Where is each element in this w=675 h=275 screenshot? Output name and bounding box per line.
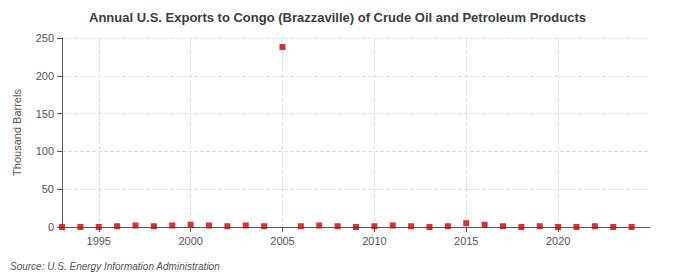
svg-text:2015: 2015: [454, 235, 478, 247]
svg-text:2000: 2000: [178, 235, 202, 247]
svg-text:100: 100: [36, 145, 54, 157]
svg-text:0: 0: [48, 221, 54, 233]
svg-text:Thousand Barrels: Thousand Barrels: [11, 89, 23, 176]
svg-text:2010: 2010: [362, 235, 386, 247]
svg-text:2020: 2020: [546, 235, 570, 247]
svg-text:2005: 2005: [270, 235, 294, 247]
svg-text:Source: U.S. Energy Informatio: Source: U.S. Energy Information Administ…: [10, 261, 220, 272]
svg-text:Annual U.S. Exports to Congo (: Annual U.S. Exports to Congo (Brazzavill…: [89, 10, 586, 25]
svg-text:150: 150: [36, 108, 54, 120]
svg-text:1995: 1995: [87, 235, 111, 247]
svg-text:250: 250: [36, 32, 54, 44]
svg-text:200: 200: [36, 70, 54, 82]
svg-text:50: 50: [42, 183, 54, 195]
